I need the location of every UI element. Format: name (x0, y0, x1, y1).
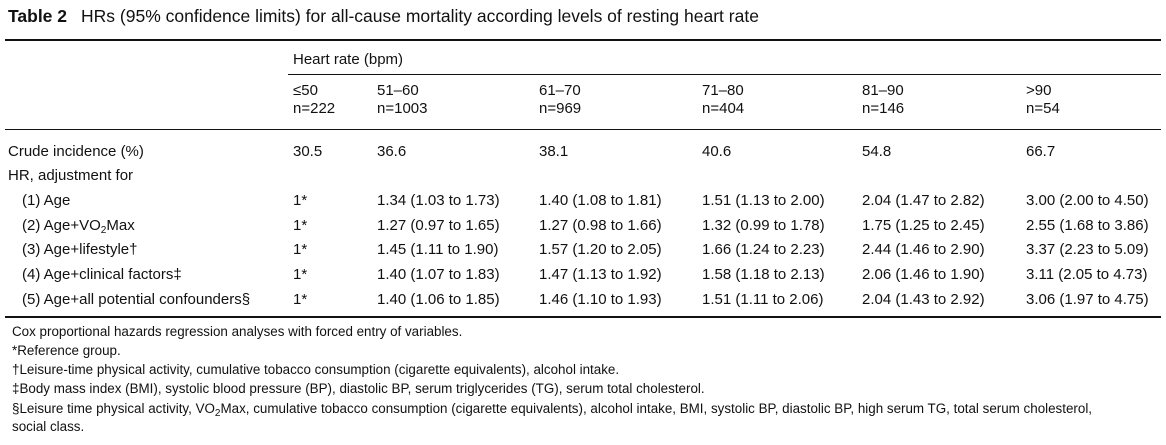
col-header-range: 51–60 (377, 82, 419, 99)
col-header-range: 81–90 (862, 82, 904, 99)
table-cell: 1* (293, 291, 308, 308)
table-cell: 3.06 (1.97 to 4.75) (1026, 291, 1149, 308)
row-label: (1) Age (22, 192, 71, 209)
table-cell: 30.5 (293, 143, 323, 160)
table-cell: 1.47 (1.13 to 1.92) (539, 266, 662, 283)
footnote: §Leisure time physical activity, VO2Max,… (12, 401, 1093, 419)
table-cell: 1* (293, 241, 308, 258)
row-group-heading: HR, adjustment for (8, 167, 134, 184)
table-cell: 66.7 (1026, 143, 1056, 160)
row-label: (4) Age+clinical factors‡ (22, 266, 182, 283)
row-label: (2) Age+VO2Max (22, 217, 135, 236)
group-rule (288, 74, 1161, 75)
table-cell: 2.44 (1.46 to 2.90) (862, 241, 985, 258)
table-cell: 1.40 (1.07 to 1.83) (377, 266, 500, 283)
table-cell: 1.75 (1.25 to 2.45) (862, 217, 985, 234)
row-label: (5) Age+all potential confounders§ (22, 291, 251, 308)
footnote: ‡Body mass index (BMI), systolic blood p… (12, 381, 705, 396)
bottom-rule (5, 316, 1161, 318)
table-cell: 1.40 (1.06 to 1.85) (377, 291, 500, 308)
col-header-n: n=54 (1026, 100, 1060, 117)
table-cell: 1.27 (0.98 to 1.66) (539, 217, 662, 234)
table-caption: Table 2 HRs (95% confidence limits) for a… (8, 6, 759, 27)
col-header-n: n=222 (293, 100, 336, 117)
table-label: Table 2 (8, 6, 68, 26)
table-cell: 3.00 (2.00 to 4.50) (1026, 192, 1149, 209)
table-cell: 1.34 (1.03 to 1.73) (377, 192, 500, 209)
table-cell: 2.55 (1.68 to 3.86) (1026, 217, 1149, 234)
table-cell: 1.57 (1.20 to 2.05) (539, 241, 662, 258)
row-label: Crude incidence (%) (8, 143, 144, 160)
col-header-range: 71–80 (702, 82, 744, 99)
table-cell: 2.04 (1.47 to 2.82) (862, 192, 985, 209)
col-header-range: >90 (1026, 82, 1052, 99)
table-cell: 3.11 (2.05 to 4.73) (1026, 266, 1148, 283)
table-cell: 1* (293, 266, 308, 283)
footnote: †Leisure-time physical activity, cumulat… (12, 362, 620, 377)
top-rule (5, 39, 1161, 41)
table-title: HRs (95% confidence limits) for all-caus… (81, 6, 759, 26)
table-cell: 36.6 (377, 143, 407, 160)
table-cell: 1.45 (1.11 to 1.90) (377, 241, 499, 258)
footnote: social class. (12, 419, 85, 434)
table-cell: 1.51 (1.11 to 2.06) (702, 291, 824, 308)
header-group-label: Heart rate (bpm) (293, 51, 404, 68)
table-cell: 1* (293, 217, 308, 234)
table-cell: 1.58 (1.18 to 2.13) (702, 266, 825, 283)
table-cell: 1.46 (1.10 to 1.93) (539, 291, 662, 308)
table-cell: 1.51 (1.13 to 2.00) (702, 192, 825, 209)
header-rule (5, 129, 1161, 130)
footnote: *Reference group. (12, 343, 121, 358)
table-cell: 1* (293, 192, 308, 209)
table-cell: 1.66 (1.24 to 2.23) (702, 241, 825, 258)
table-cell: 54.8 (862, 143, 892, 160)
table-cell: 38.1 (539, 143, 569, 160)
col-header-range: 61–70 (539, 82, 581, 99)
table-cell: 2.06 (1.46 to 1.90) (862, 266, 985, 283)
table-cell: 1.32 (0.99 to 1.78) (702, 217, 825, 234)
col-header-n: n=1003 (377, 100, 428, 117)
col-header-n: n=404 (702, 100, 745, 117)
col-header-n: n=969 (539, 100, 582, 117)
table-cell: 40.6 (702, 143, 732, 160)
footnote: Cox proportional hazards regression anal… (12, 324, 463, 339)
table-cell: 3.37 (2.23 to 5.09) (1026, 241, 1149, 258)
col-header-range: ≤50 (293, 82, 318, 99)
table-cell: 1.27 (0.97 to 1.65) (377, 217, 500, 234)
table-cell: 1.40 (1.08 to 1.81) (539, 192, 662, 209)
col-header-n: n=146 (862, 100, 905, 117)
table-cell: 2.04 (1.43 to 2.92) (862, 291, 985, 308)
row-label: (3) Age+lifestyle† (22, 241, 138, 258)
